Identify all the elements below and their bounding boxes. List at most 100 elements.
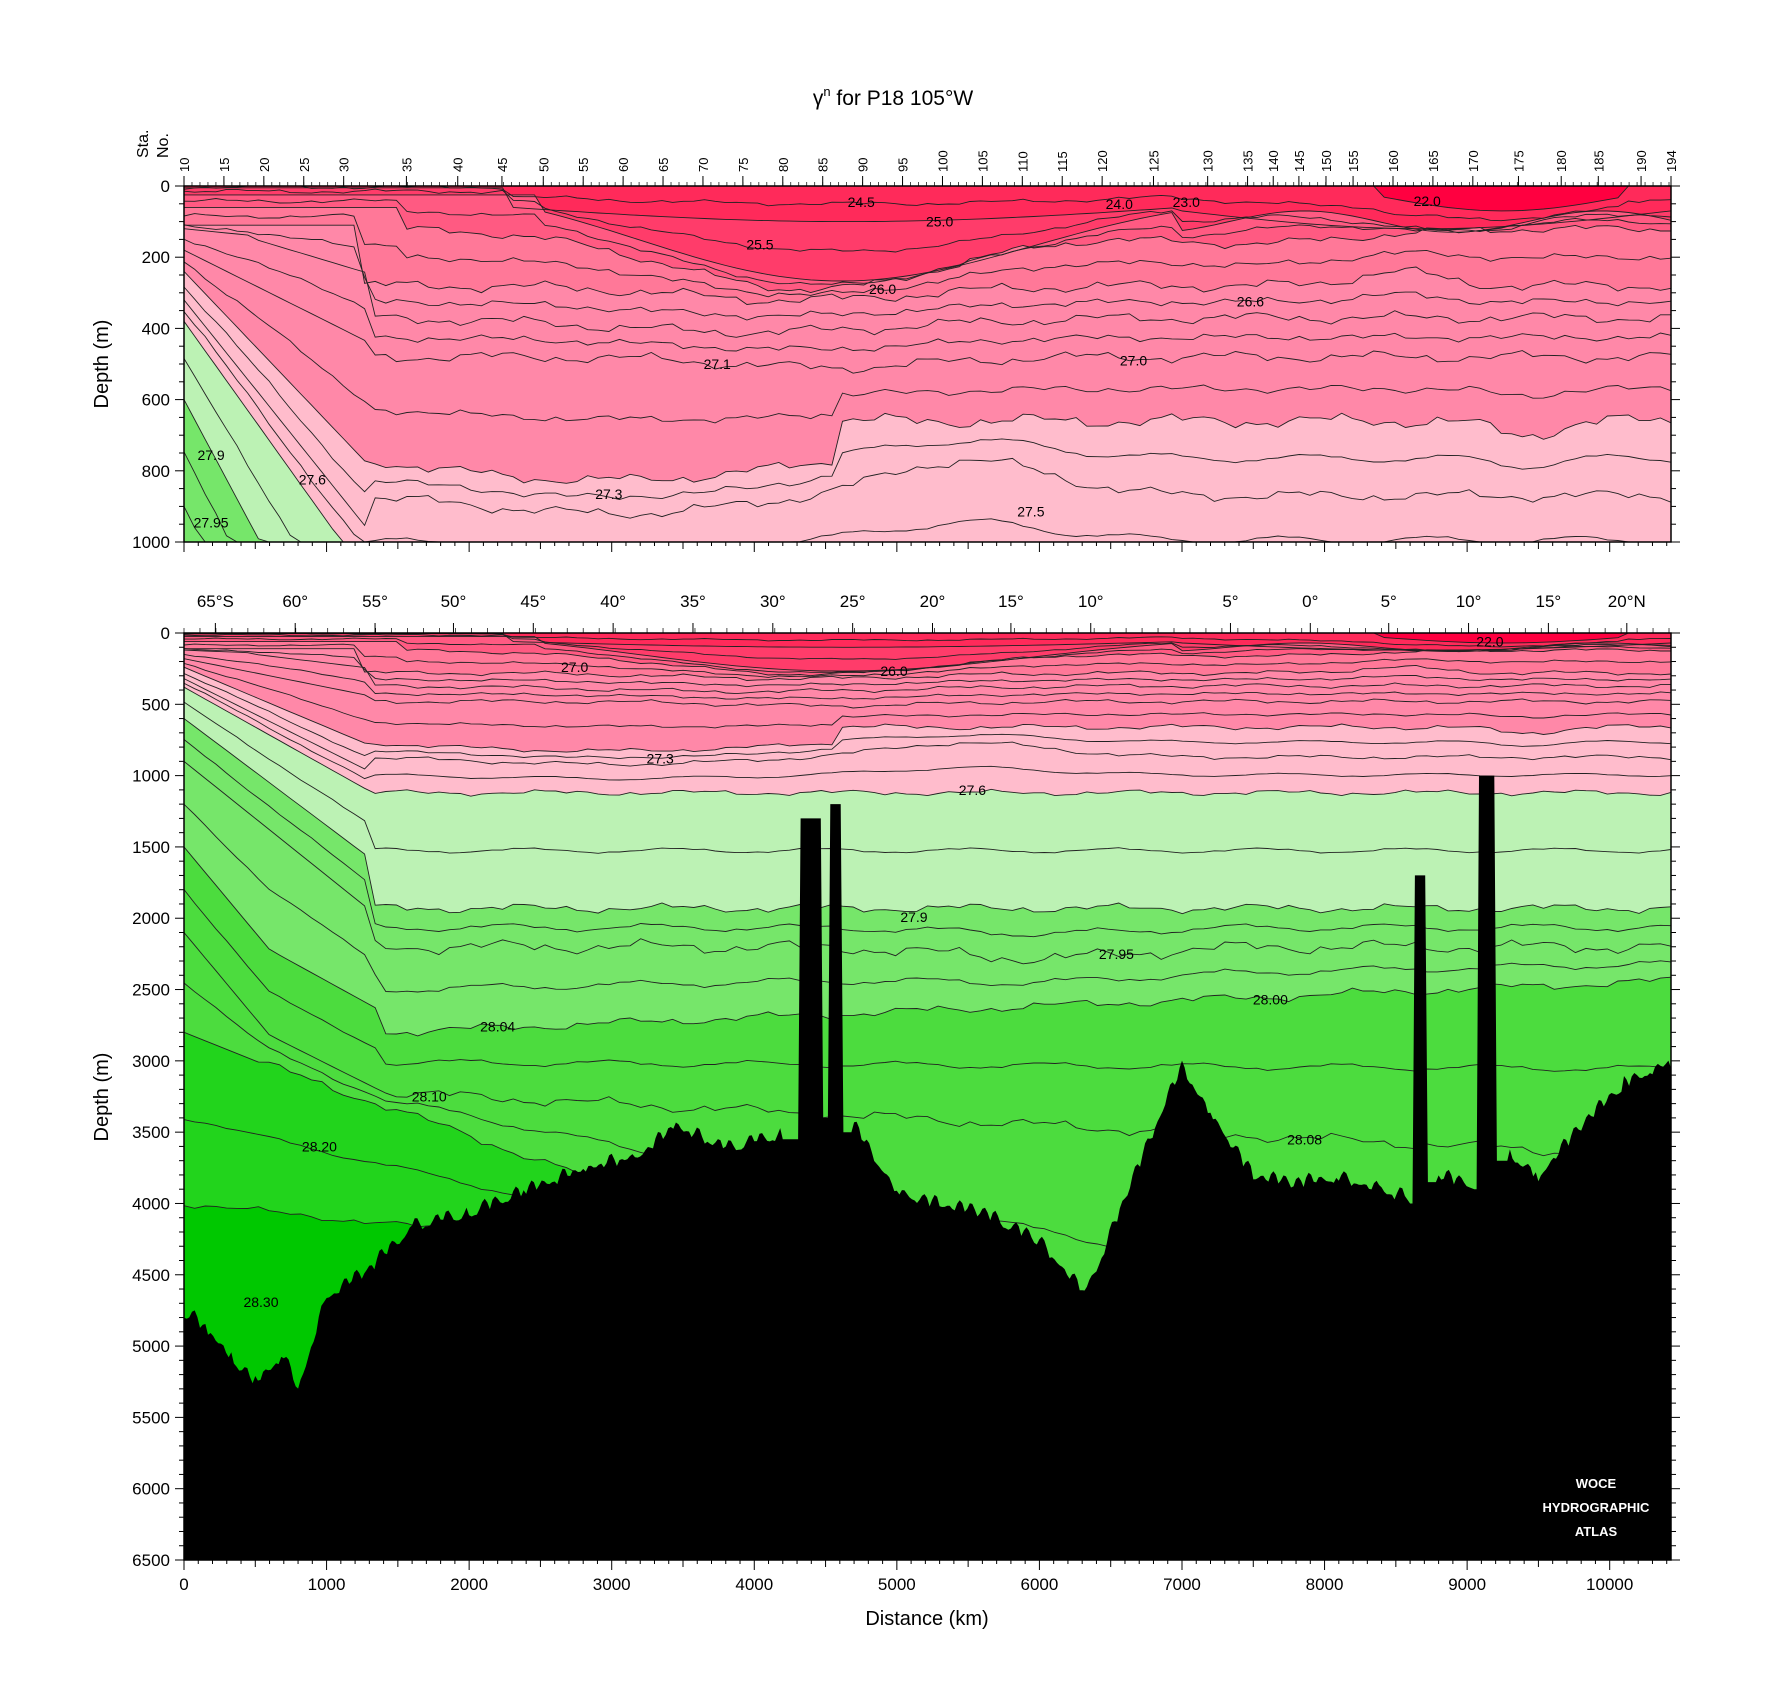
lower-contour-7: [184, 666, 1671, 753]
station-label: 20: [257, 158, 272, 172]
upper-y-tick-label: 200: [142, 248, 170, 267]
station-label: 85: [816, 158, 831, 172]
upper-contour-labels: 24.5 25.0 24.0 23.0 22.0 25.5 26.0 26.6 27.1 27.0…: [194, 193, 1441, 530]
upper-band-3: [184, 194, 1671, 293]
station-axis-label-sta: Sta.: [135, 130, 152, 158]
upper-contour-label: 27.95: [194, 514, 229, 530]
x-tick-label: 1000: [308, 1575, 346, 1594]
lower-y-tick-label: 6000: [132, 1480, 170, 1499]
upper-contour-17: [184, 188, 1671, 253]
station-label: 35: [399, 158, 414, 172]
latitude-label: 65°S: [197, 592, 234, 611]
lower-x-axis: 0 1000 2000 3000 4000 5000 6000 7000 8000 9000 100…: [179, 1560, 1668, 1594]
lower-contour-25: [184, 701, 1671, 854]
latitude-label: 20°N: [1608, 592, 1646, 611]
upper-contour-label: 25.5: [746, 237, 773, 253]
logo-line-1: WOCE: [1576, 1476, 1617, 1491]
upper-contour-label: 27.3: [595, 486, 622, 502]
lower-contour-label: 28.30: [243, 1294, 278, 1310]
lower-band-4: [184, 641, 1671, 681]
lower-y-tick-label: 3000: [132, 1052, 170, 1071]
upper-contour-label: 24.5: [848, 194, 875, 210]
station-label: 185: [1591, 150, 1606, 172]
lower-frame: [183, 632, 1672, 1561]
x-tick-label: 2000: [450, 1575, 488, 1594]
upper-contour-20: [184, 224, 1671, 321]
upper-contour-label: 24.0: [1106, 196, 1133, 212]
upper-band-4: [184, 207, 1671, 305]
upper-y-tick-label: 1000: [132, 533, 170, 552]
lower-y-axis: 0 500 1000 1500 2000 2500 3000 3500 4000 4500 5000…: [132, 624, 1680, 1570]
lower-contour-label: 27.9: [900, 909, 927, 925]
station-label: 160: [1386, 150, 1401, 172]
chart-title: γn for P18 105°W: [813, 84, 974, 110]
x-tick-label: 10000: [1586, 1575, 1633, 1594]
upper-y-tick-label: 600: [142, 391, 170, 410]
station-label: 55: [576, 158, 591, 172]
station-label: 25: [297, 158, 312, 172]
latitude-label: 30°: [760, 592, 786, 611]
station-label: 125: [1147, 150, 1162, 172]
upper-contour-label: 22.0: [1414, 193, 1441, 209]
station-label: 100: [936, 150, 951, 172]
latitude-label: 20°: [920, 592, 946, 611]
upper-contour-label: 26.0: [869, 281, 896, 297]
station-label: 105: [975, 150, 990, 172]
latitude-label: 35°: [680, 592, 706, 611]
station-label: 170: [1466, 150, 1481, 172]
station-label: 30: [337, 158, 352, 172]
station-label: 70: [696, 158, 711, 172]
upper-contour-23: [184, 286, 1671, 500]
lower-band-3: [184, 636, 1671, 676]
seafloor-bathymetry: [184, 775, 1671, 1560]
lower-contour-6: [184, 658, 1671, 709]
lower-y-tick-label: 1000: [132, 767, 170, 786]
upper-contour-label: 27.9: [197, 447, 224, 463]
lower-contour-label: 27.6: [959, 782, 986, 798]
title-rest: for P18 105°W: [831, 87, 974, 110]
latitude-label: 15°: [998, 592, 1024, 611]
lower-contour-4: [184, 648, 1671, 681]
station-label: 150: [1319, 150, 1334, 172]
x-tick-label: 0: [179, 1575, 188, 1594]
x-axis-label: Distance (km): [865, 1608, 988, 1630]
latitude-label: 5°: [1381, 592, 1397, 611]
x-tick-label: 6000: [1021, 1575, 1059, 1594]
lower-y-tick-label: 4000: [132, 1194, 170, 1213]
upper-y-tick-label: 800: [142, 462, 170, 481]
upper-contour-1: [184, 187, 1671, 230]
lower-band-0: [184, 633, 1671, 643]
lower-panel: 0 500 1000 1500 2000 2500 3000 3500 4000 4500 5000…: [91, 624, 1680, 1630]
x-tick-label: 4000: [735, 1575, 773, 1594]
latitude-label: 10°: [1078, 592, 1104, 611]
lower-y-tick-label: 4500: [132, 1266, 170, 1285]
lower-band-7: [184, 687, 1671, 914]
upper-contour-0: [184, 186, 1671, 212]
latitude-label: 0°: [1302, 592, 1318, 611]
station-number-axis: Sta. No. 10 15 20 25 30 35 40 45 50 55 60 65 70 75 80 8…: [135, 130, 1679, 186]
lower-band-5: [184, 648, 1671, 753]
upper-density-fills: [184, 186, 1671, 542]
title-symbol: γ: [813, 87, 824, 110]
lower-contour-label: 26.0: [880, 663, 907, 679]
latitude-label: 45°: [520, 592, 546, 611]
lower-contour-22: [184, 662, 1671, 729]
lower-contour-label: 27.0: [561, 659, 588, 675]
lower-contour-24: [184, 682, 1671, 781]
station-label: 175: [1512, 150, 1527, 172]
lower-contour-5: [184, 649, 1671, 695]
latitude-label: 25°: [840, 592, 866, 611]
upper-contour-6: [184, 249, 1671, 374]
latitude-label: 50°: [441, 592, 467, 611]
lower-contour-8: [184, 678, 1671, 770]
station-axis-label-no: No.: [155, 133, 172, 158]
lower-band-8: [184, 718, 1671, 1036]
latitude-axis: 65°S 60° 55° 50° 45° 40° 35° 30° 25° 20° 15° 10° 5° 0…: [183, 592, 1670, 633]
lower-y-tick-label: 6500: [132, 1551, 170, 1570]
upper-y-axis: 0 200 400 600 800 1000: [132, 177, 1680, 552]
x-tick-label: 3000: [593, 1575, 631, 1594]
upper-contour-label: 25.0: [926, 214, 953, 230]
upper-contour-18: [184, 198, 1671, 285]
latitude-label: 15°: [1536, 592, 1562, 611]
